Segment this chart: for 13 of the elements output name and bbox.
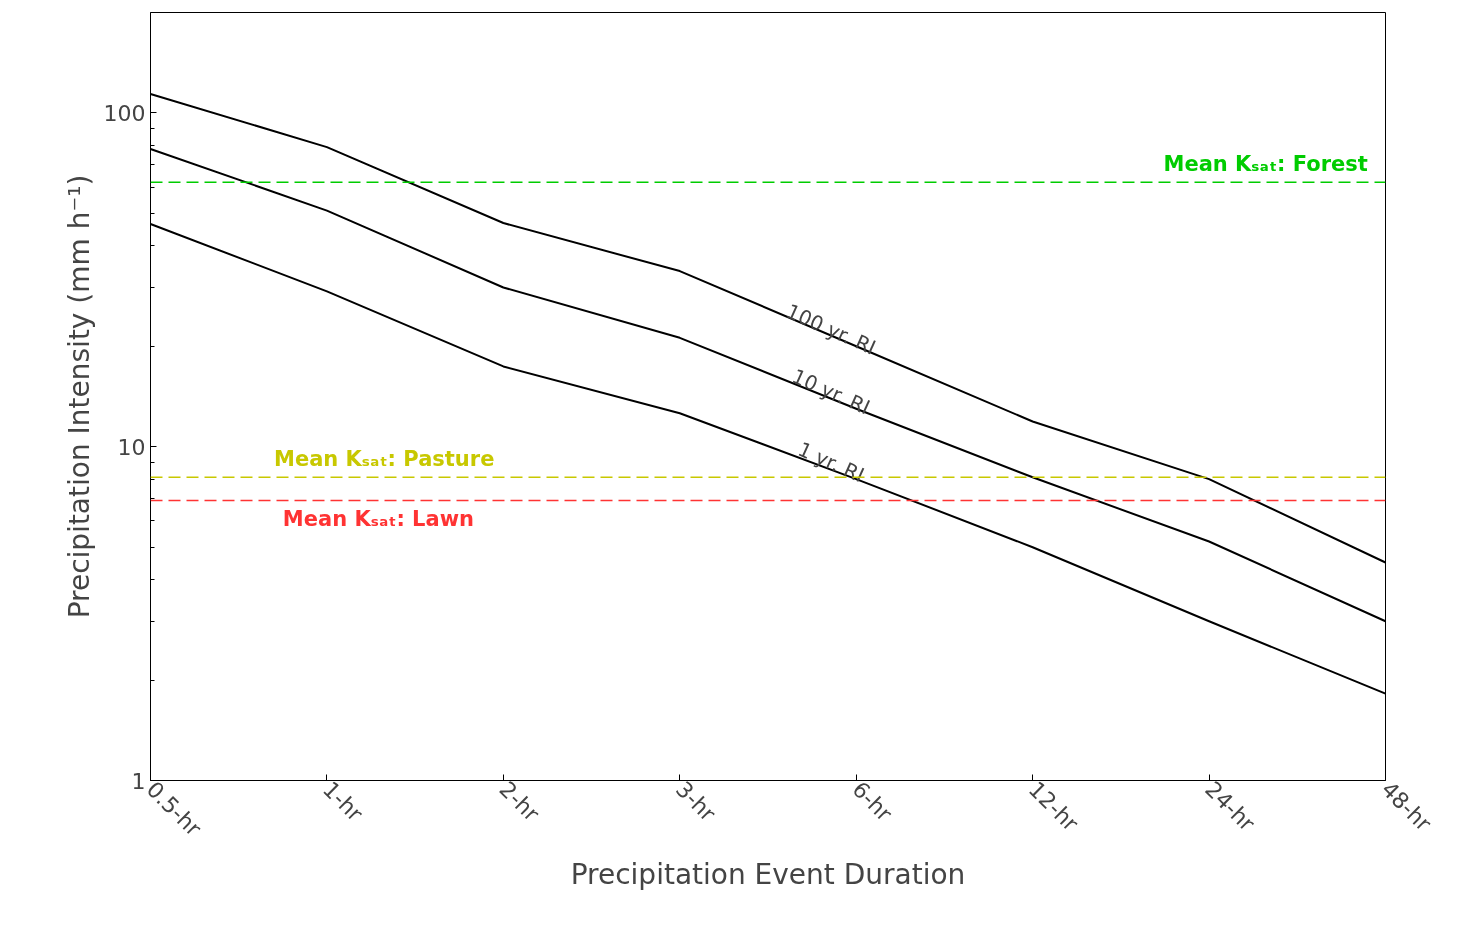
- annotation: 10 yr. RI: [788, 363, 874, 420]
- y-tick-label: 100: [103, 100, 146, 126]
- y-axis-title: Precipitation Intensity (mm h⁻¹): [62, 174, 96, 619]
- x-tick-label: 1-hr: [318, 776, 369, 827]
- ref-line-label: Mean Kₛₐₜ: Pasture: [274, 447, 495, 472]
- x-axis-title: Precipitation Event Duration: [570, 857, 966, 891]
- y-tick-label: 1: [131, 768, 146, 794]
- x-tick-label: 6-hr: [847, 776, 898, 827]
- annotation: 1 yr. RI: [794, 436, 868, 488]
- ref-line-label: Mean Kₛₐₜ: Forest: [1163, 152, 1368, 177]
- annotation: 100 yr. RI: [782, 298, 880, 360]
- ref-line-label: Mean Kₛₐₜ: Lawn: [282, 506, 475, 531]
- y-tick-label: 10: [117, 434, 146, 460]
